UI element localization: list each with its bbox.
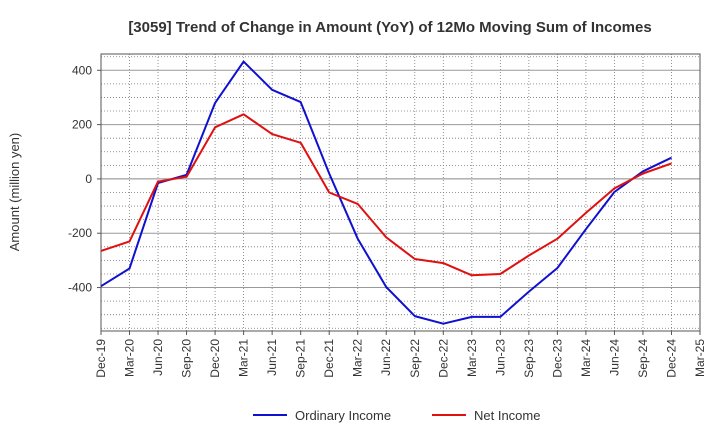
- x-tick-label: Mar-22: [351, 339, 365, 377]
- x-tick-label: Dec-23: [550, 339, 564, 378]
- x-tick-label: Mar-23: [465, 339, 479, 377]
- y-tick-label: -200: [68, 226, 92, 240]
- x-tick-label: Dec-24: [664, 339, 678, 378]
- y-tick-label: 400: [72, 63, 92, 77]
- series-line-net-income: [100, 113, 672, 277]
- series: [100, 60, 672, 325]
- x-tick-label: Jun-24: [607, 339, 621, 376]
- x-tick-label: Jun-23: [493, 339, 507, 376]
- y-tick-label: 200: [72, 118, 92, 132]
- x-tick-label: Mar-20: [123, 339, 137, 377]
- legend-label: Net Income: [474, 408, 540, 423]
- x-tick-label: Sep-20: [180, 339, 194, 378]
- x-tick-label: Sep-24: [636, 339, 650, 378]
- x-tick-label: Mar-25: [693, 339, 707, 377]
- y-ticks: 400 200 0 -200 -400: [68, 63, 101, 295]
- x-tick-label: Sep-21: [294, 339, 308, 378]
- y-axis-label: Amount (million yen): [7, 133, 22, 252]
- x-tick-label: Dec-22: [436, 339, 450, 378]
- y-tick-label: 0: [85, 172, 92, 186]
- x-tick-label: Dec-20: [208, 339, 222, 378]
- x-tick-label: Sep-23: [522, 339, 536, 378]
- x-tick-label: Jun-22: [379, 339, 393, 376]
- chart-title: [3059] Trend of Change in Amount (YoY) o…: [128, 19, 651, 36]
- legend-label: Ordinary Income: [295, 408, 391, 423]
- x-ticks: Dec-19 Mar-20 Jun-20 Sep-20 Dec-20 Mar-21 Jun-…: [94, 331, 707, 378]
- x-tick-label: Dec-21: [322, 339, 336, 378]
- y-tick-label: -400: [68, 281, 92, 295]
- x-tick-label: Sep-22: [408, 339, 422, 378]
- x-tick-label: Jun-21: [265, 339, 279, 376]
- x-tick-label: Mar-21: [237, 339, 251, 377]
- x-tick-label: Mar-24: [579, 339, 593, 377]
- x-tick-label: Jun-20: [151, 339, 165, 376]
- legend: Ordinary Income Net Income: [253, 408, 540, 423]
- series-line-ordinary-income: [100, 60, 672, 325]
- plot-frame: [100, 53, 701, 332]
- x-tick-label: Dec-19: [94, 339, 108, 378]
